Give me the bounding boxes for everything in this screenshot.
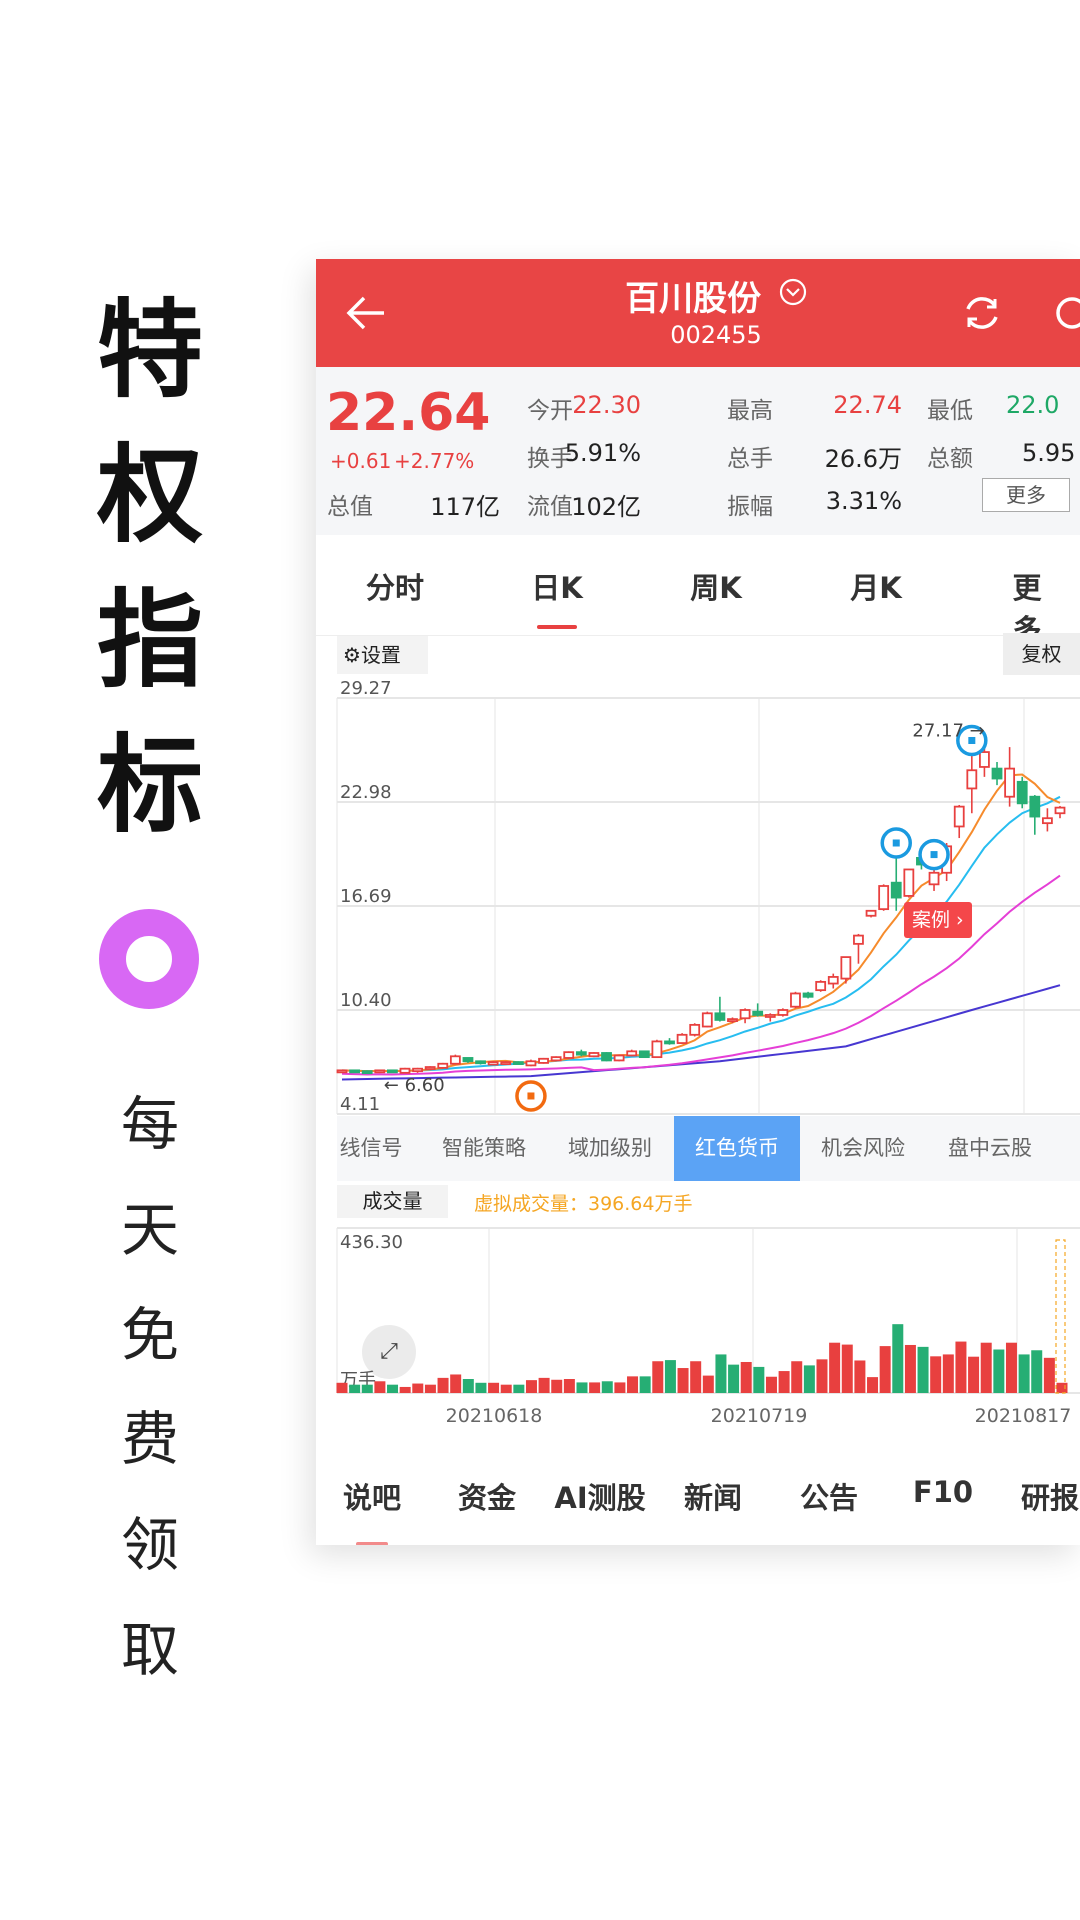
indicator-tab[interactable]: 智能策略 xyxy=(442,1136,526,1160)
bottom-tab-f10[interactable]: F10 xyxy=(912,1475,974,1509)
expand-icon[interactable]: ⤢ xyxy=(362,1325,416,1379)
field-value: 22.0 xyxy=(1006,391,1060,419)
tab-daily-k[interactable]: 日K xyxy=(531,571,583,605)
bottom-tab-news[interactable]: 新闻 xyxy=(683,1481,743,1515)
field-value: 3.31% xyxy=(825,487,902,515)
field-value: 5.95 xyxy=(1022,439,1076,467)
indicator-tab[interactable]: 线信号 xyxy=(339,1136,403,1160)
settings-label: 设置 xyxy=(360,643,401,667)
promo-sub-char: 费 xyxy=(120,1405,179,1473)
stock-code: 002455 xyxy=(670,321,762,349)
field-value: 5.91% xyxy=(564,439,641,467)
field-label: 流值 xyxy=(527,494,573,520)
bottom-tab-ai[interactable]: AI测股 xyxy=(554,1481,646,1515)
active-indicator-bg xyxy=(674,1116,800,1181)
indicator-tab[interactable]: 域加级别 xyxy=(568,1136,652,1160)
active-bottom-tab-underline xyxy=(356,1542,388,1545)
divider xyxy=(316,635,1080,636)
promo-headline-char: 特 xyxy=(97,289,203,412)
promo-sub-char: 天 xyxy=(120,1196,179,1264)
stock-name-text: 百川股份 xyxy=(625,279,762,319)
app-header: 百川股份 002455 xyxy=(316,259,1080,367)
adjust-button[interactable]: 复权 xyxy=(1003,633,1080,675)
field-value: 102亿 xyxy=(571,493,641,521)
bottom-tab-announcements[interactable]: 公告 xyxy=(799,1481,859,1515)
current-price: 22.64 xyxy=(326,383,491,443)
quote-panel: 22.64 +0.61 +2.77% 今开 22.30 最高 22.74 最低 … xyxy=(316,367,1080,535)
bottom-tab-funds[interactable]: 资金 xyxy=(457,1481,517,1515)
field-label: 最低 xyxy=(927,398,973,424)
field-label: 总手 xyxy=(727,446,773,472)
virtual-volume-text: 虚拟成交量：396.64万手 xyxy=(474,1193,693,1215)
bottom-tab-talk[interactable]: 说吧 xyxy=(342,1481,402,1515)
volume-label-button[interactable]: 成交量 xyxy=(337,1185,448,1218)
tab-weekly-k[interactable]: 周K xyxy=(690,571,742,605)
promo-sub-char: 领 xyxy=(120,1511,179,1579)
field-label: 总额 xyxy=(927,446,973,472)
field-value: 22.30 xyxy=(572,391,641,419)
case-badge[interactable]: 案例 › xyxy=(904,902,972,938)
promo-headline-char: 指 xyxy=(97,579,203,702)
promo-sub-char: 每 xyxy=(120,1090,179,1158)
arrow-left-icon[interactable] xyxy=(346,295,386,331)
active-tab-underline xyxy=(537,625,577,629)
field-label: 最高 xyxy=(727,398,773,424)
indicator-tab[interactable]: 机会风险 xyxy=(821,1136,905,1160)
refresh-icon[interactable] xyxy=(962,293,1002,333)
field-label: 振幅 xyxy=(727,494,773,520)
field-value: 117亿 xyxy=(430,493,500,521)
price-change-pct: +2.77% xyxy=(394,449,475,473)
stock-name[interactable]: 百川股份 xyxy=(516,271,916,320)
promo-sub-char: 免 xyxy=(120,1301,179,1369)
promo-headline-char: 标 xyxy=(97,724,203,847)
field-value: 22.74 xyxy=(833,391,902,419)
field-label: 总值 xyxy=(327,494,373,520)
settings-button[interactable]: ⚙设置 xyxy=(337,636,428,674)
promo-headline-char: 权 xyxy=(97,434,203,557)
field-value: 26.6万 xyxy=(824,445,902,473)
indicator-tab-active[interactable]: 红色货币 xyxy=(695,1136,779,1160)
tab-intraday[interactable]: 分时 xyxy=(365,571,425,605)
chevron-down-icon[interactable] xyxy=(779,278,807,306)
price-change: +0.61 xyxy=(330,449,392,473)
promo-sub-char: 取 xyxy=(120,1616,179,1684)
indicator-tab[interactable]: 盘中云股 xyxy=(948,1136,1032,1160)
tab-monthly-k[interactable]: 月K xyxy=(850,571,902,605)
ring-icon xyxy=(99,909,199,1009)
bottom-tab-research[interactable]: 研报 xyxy=(1020,1481,1080,1515)
search-icon[interactable] xyxy=(1052,295,1080,335)
field-label: 换手 xyxy=(527,446,573,472)
field-label: 今开 xyxy=(527,398,573,424)
more-quote-button[interactable]: 更多 xyxy=(982,478,1070,512)
gear-icon: ⚙ xyxy=(343,643,361,667)
